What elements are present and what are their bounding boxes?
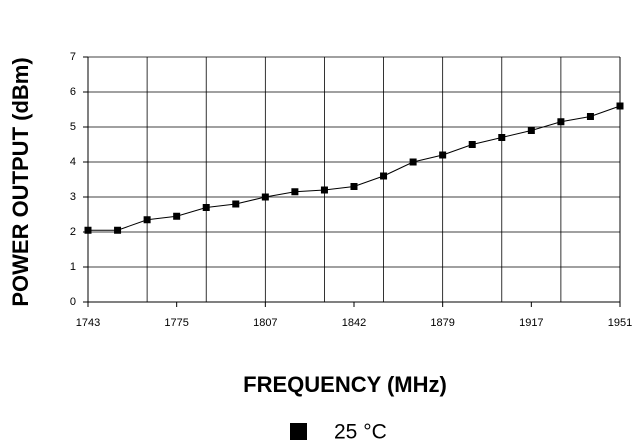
- point: [261, 193, 269, 201]
- x-tick-label: 1807: [253, 317, 277, 329]
- point: [468, 141, 476, 148]
- point: [380, 172, 388, 180]
- x-axis-title: FREQUENCY (MHz): [243, 372, 447, 397]
- point: [320, 186, 328, 194]
- y-tick-label: 0: [70, 296, 76, 308]
- x-tick-label: 1775: [164, 317, 188, 329]
- point: [409, 158, 417, 166]
- x-tick-label: 1743: [76, 317, 100, 329]
- y-tick-label: 2: [70, 226, 76, 238]
- line: [88, 105, 621, 231]
- x-tick-label: 1879: [430, 317, 454, 329]
- legend-label: 25 °C: [334, 421, 387, 444]
- point: [173, 212, 181, 220]
- y-tick-label: 4: [70, 156, 76, 168]
- point: [586, 113, 594, 120]
- y-tick-label: 1: [70, 261, 76, 273]
- x-tick-label: 1917: [519, 317, 543, 329]
- legend-marker: [290, 423, 307, 440]
- point: [498, 134, 506, 141]
- y-tick-label: 5: [70, 121, 76, 133]
- point: [114, 226, 122, 234]
- y-axis-title: POWER OUTPUT (dBm): [8, 57, 33, 306]
- point: [439, 151, 447, 159]
- point: [84, 226, 92, 234]
- point: [202, 204, 210, 211]
- point: [527, 127, 535, 134]
- y-tick-label: 7: [70, 51, 76, 63]
- x-tick-label: 1951: [608, 317, 632, 329]
- point: [232, 200, 240, 208]
- point: [143, 216, 151, 224]
- y-tick-label: 3: [70, 191, 76, 203]
- point: [557, 118, 565, 126]
- x-tick-label: 1842: [342, 317, 366, 329]
- point: [616, 102, 624, 110]
- point: [350, 183, 358, 190]
- y-tick-label: 6: [70, 86, 76, 98]
- point: [291, 188, 299, 196]
